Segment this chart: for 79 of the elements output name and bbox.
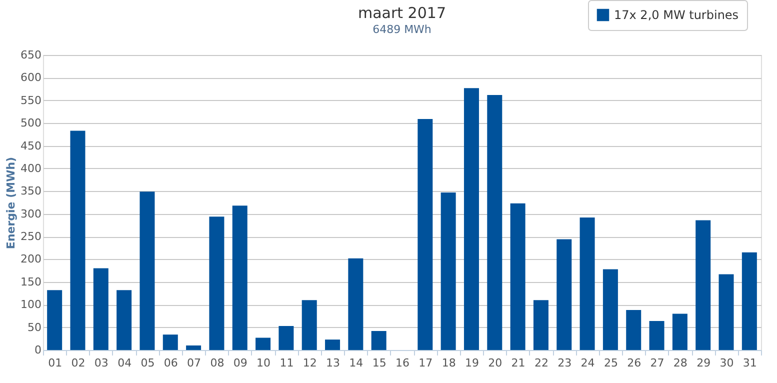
y-tick-label: 100 — [20, 298, 42, 312]
bar — [418, 118, 433, 350]
y-tick-label: 650 — [20, 48, 42, 62]
bar — [718, 274, 734, 350]
x-tick-label: 17 — [418, 356, 433, 370]
x-tick-label: 08 — [210, 356, 224, 370]
bar — [649, 320, 664, 350]
x-tick-label: 14 — [349, 356, 364, 370]
bar — [232, 206, 248, 350]
bar — [510, 203, 526, 350]
chart-title: maart 2017 — [358, 4, 446, 22]
x-tick-label: 30 — [720, 356, 734, 370]
x-tick-label: 19 — [464, 356, 479, 370]
x-tick-label: 16 — [396, 356, 410, 370]
x-tick-label: 18 — [442, 356, 456, 370]
x-tick-label: 03 — [94, 356, 108, 370]
bar — [302, 300, 317, 350]
bar — [325, 340, 340, 350]
x-tick-label: 06 — [164, 356, 178, 370]
x-tick-label: 04 — [118, 356, 132, 370]
x-tick-label: 10 — [256, 356, 271, 370]
x-tick-label: 29 — [696, 356, 711, 370]
y-tick-label: 350 — [20, 184, 42, 198]
x-tick-label: 26 — [627, 356, 642, 370]
bar — [93, 268, 108, 350]
x-tick-label: 15 — [372, 356, 386, 370]
x-tick-label: 07 — [187, 356, 202, 370]
bar — [626, 310, 642, 350]
y-axis-title: Energie (MWh) — [4, 156, 18, 250]
y-tick-label: 300 — [20, 207, 42, 220]
bar — [742, 252, 757, 350]
bar — [256, 338, 271, 350]
bar — [47, 290, 62, 350]
bar — [348, 258, 364, 350]
bar — [162, 334, 178, 350]
x-tick-label: 13 — [326, 356, 340, 370]
bar — [278, 326, 294, 350]
x-tick-label: 28 — [673, 356, 688, 370]
y-tick-label: 450 — [20, 139, 42, 152]
bar — [371, 330, 386, 350]
y-tick-label: 600 — [20, 71, 42, 84]
bar — [464, 88, 479, 350]
y-tick-label: 500 — [20, 116, 42, 130]
bar — [186, 345, 202, 350]
chart-subtitle: 6489 MWh — [372, 23, 432, 36]
y-tick-label: 50 — [28, 320, 42, 334]
y-tick-label: 400 — [20, 162, 42, 175]
y-tick-label: 0 — [34, 344, 42, 356]
x-tick-label: 20 — [488, 356, 502, 370]
bar — [70, 130, 86, 350]
y-tick-label: 150 — [20, 275, 42, 288]
x-tick-label: 22 — [534, 356, 548, 370]
x-tick-label: 25 — [604, 356, 618, 370]
bar — [487, 94, 502, 350]
x-tick-label: 02 — [71, 356, 86, 370]
bar — [533, 300, 548, 350]
y-tick-label: 250 — [20, 230, 42, 244]
bar — [140, 192, 155, 350]
y-tick-label: 200 — [20, 252, 42, 266]
y-tick-label: 550 — [20, 94, 42, 107]
x-tick-label: 23 — [558, 356, 572, 370]
bar — [602, 269, 618, 350]
bar — [580, 217, 595, 350]
x-tick-label: 11 — [280, 356, 294, 370]
x-tick-label: 01 — [48, 356, 62, 370]
x-tick-label: 21 — [511, 356, 526, 370]
x-tick-label: 27 — [650, 356, 664, 370]
bar — [440, 192, 456, 350]
bar — [672, 314, 688, 350]
legend-label: 17x 2,0 MW turbines — [614, 8, 739, 22]
x-tick-label: 24 — [580, 356, 595, 370]
bar — [696, 220, 711, 350]
bar — [556, 239, 572, 350]
bar — [116, 290, 132, 350]
x-tick-label: 09 — [233, 356, 248, 370]
x-tick-label: 12 — [302, 356, 317, 370]
x-tick-label: 05 — [140, 356, 155, 370]
bar — [209, 216, 224, 350]
x-tick-label: 31 — [742, 356, 757, 370]
